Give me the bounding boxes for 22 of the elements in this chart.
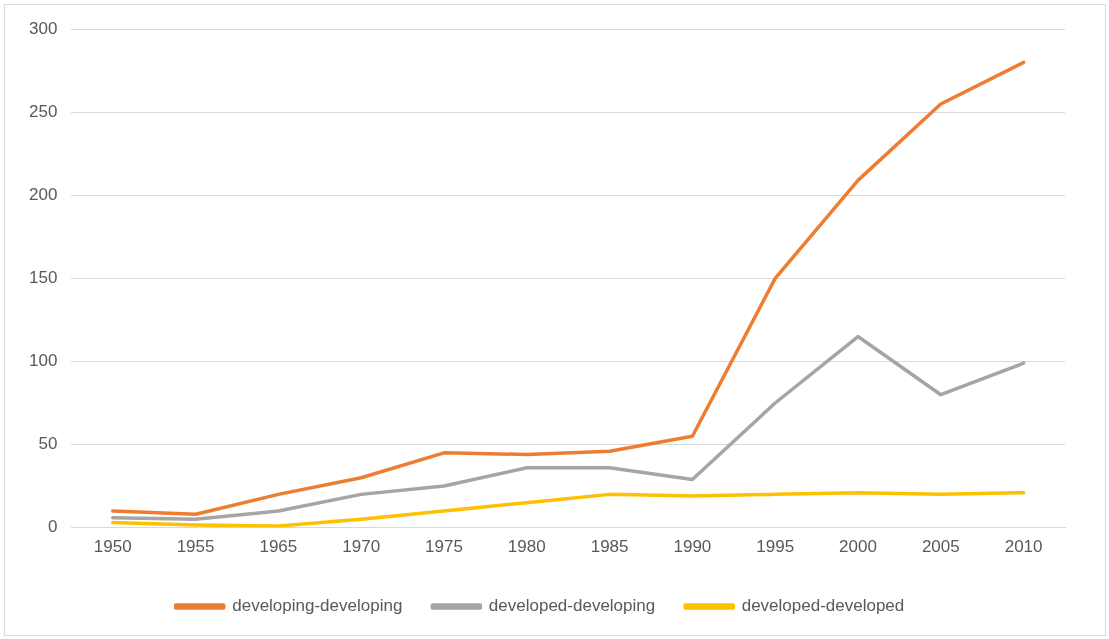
legend-label: developing-developing bbox=[232, 596, 403, 616]
legend-label: developed-developing bbox=[488, 596, 656, 616]
x-tick-label: 1950 bbox=[93, 537, 132, 557]
y-tick-label: 50 bbox=[38, 434, 58, 454]
x-tick-label: 1955 bbox=[176, 537, 215, 557]
x-tick-label: 1995 bbox=[756, 537, 795, 557]
y-tick-label: 300 bbox=[28, 18, 58, 38]
x-tick-label: 2005 bbox=[921, 537, 960, 557]
x-tick-label: 1990 bbox=[673, 537, 712, 557]
y-tick-label: 0 bbox=[47, 517, 58, 537]
y-tick-label: 100 bbox=[28, 351, 58, 371]
x-tick-label: 1980 bbox=[507, 537, 546, 557]
x-tick-label: 1975 bbox=[425, 537, 463, 557]
legend-label: developed-developed bbox=[741, 596, 905, 616]
x-tick-label: 2000 bbox=[839, 537, 877, 557]
x-tick-label: 1985 bbox=[590, 537, 629, 557]
x-tick-label: 1970 bbox=[342, 537, 381, 557]
y-tick-label: 150 bbox=[28, 268, 58, 288]
y-tick-label: 200 bbox=[28, 185, 58, 205]
x-tick-label: 1965 bbox=[259, 537, 298, 557]
y-tick-label: 250 bbox=[28, 101, 58, 121]
x-tick-label: 2010 bbox=[1004, 537, 1043, 557]
